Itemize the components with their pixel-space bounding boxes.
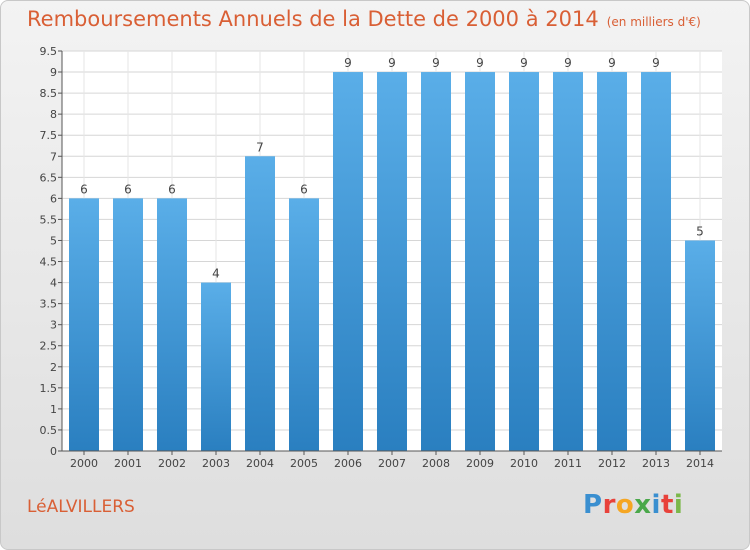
x-tick-label: 2008 — [422, 457, 450, 470]
commune-name: LéALVILLERS — [27, 497, 135, 517]
x-tick-label: 2002 — [158, 457, 186, 470]
proxiti-logo: Proxiti — [583, 490, 683, 520]
logo-letter: o — [615, 490, 635, 520]
bar-value-label: 9 — [476, 56, 484, 70]
bar-value-label: 6 — [300, 182, 308, 196]
bar-2002 — [157, 198, 187, 451]
bars: 6 6 6 4 7 6 9 9 9 9 9 9 9 9 5 — [69, 56, 715, 451]
bar-value-label: 5 — [696, 224, 704, 238]
bar-2013 — [641, 72, 671, 451]
y-tick-label: 7 — [50, 150, 57, 163]
x-tick-label: 2001 — [114, 457, 142, 470]
bar-value-label: 9 — [608, 56, 616, 70]
y-tick-label: 6 — [50, 192, 57, 205]
x-tick-label: 2004 — [246, 457, 274, 470]
bar-2014 — [685, 240, 715, 451]
x-tick-label: 2014 — [686, 457, 714, 470]
y-tick-label: 4 — [50, 277, 57, 290]
logo-letter: x — [634, 490, 652, 520]
logo-letter: i — [651, 490, 661, 520]
logo-letter: t — [660, 490, 674, 520]
y-tick-label: 1 — [50, 403, 57, 416]
bar-2006 — [333, 72, 363, 451]
x-tick-label: 2006 — [334, 457, 362, 470]
y-tick-label: 3.5 — [40, 298, 58, 311]
bar-2008 — [421, 72, 451, 451]
y-tick-label: 6.5 — [40, 171, 58, 184]
y-tick-label: 5.5 — [40, 213, 58, 226]
y-tick-label: 0 — [50, 445, 57, 458]
x-tick-label: 2007 — [378, 457, 406, 470]
x-tick-label: 2009 — [466, 457, 494, 470]
bar-2000 — [69, 198, 99, 451]
chart-title-text: Remboursements Annuels de la Dette de 20… — [27, 7, 599, 31]
bar-2011 — [553, 72, 583, 451]
logo-letter: i — [673, 490, 684, 520]
x-tick-label: 2005 — [290, 457, 318, 470]
y-tick-label: 9.5 — [40, 45, 58, 58]
y-tick-label: 9 — [50, 66, 57, 79]
y-tick-label: 8 — [50, 108, 57, 121]
bar-value-label: 9 — [388, 56, 396, 70]
x-tick-label: 2012 — [598, 457, 626, 470]
bar-2012 — [597, 72, 627, 451]
y-tick-label: 4.5 — [40, 256, 58, 269]
bar-value-label: 9 — [344, 56, 352, 70]
bar-2001 — [113, 198, 143, 451]
x-tick-label: 2013 — [642, 457, 670, 470]
bar-value-label: 7 — [256, 140, 264, 154]
bar-2010 — [509, 72, 539, 451]
y-tick-label: 7.5 — [40, 129, 58, 142]
y-tick-label: 8.5 — [40, 87, 58, 100]
chart-title: Remboursements Annuels de la Dette de 20… — [27, 7, 701, 31]
logo-letter: P — [583, 490, 603, 520]
y-tick-label: 5 — [50, 234, 57, 247]
bar-value-label: 4 — [212, 267, 220, 281]
y-tick-label: 1.5 — [40, 382, 58, 395]
x-tick-label: 2000 — [70, 457, 98, 470]
bar-value-label: 9 — [432, 56, 440, 70]
axes: 0 0.5 1 1.5 2 2.5 3 3.5 4 4.5 5 5.5 6 6.5 7 7.5 8 8.5 9 9.5… — [40, 45, 722, 470]
bar-2007 — [377, 72, 407, 451]
bar-2003 — [201, 282, 231, 451]
bar-value-label: 6 — [168, 182, 176, 196]
bar-value-label: 6 — [124, 182, 132, 196]
bar-value-label: 9 — [520, 56, 528, 70]
x-tick-label: 2010 — [510, 457, 538, 470]
bar-value-label: 6 — [80, 182, 88, 196]
x-tick-label: 2011 — [554, 457, 582, 470]
bar-value-label: 9 — [652, 56, 660, 70]
logo-letter: r — [602, 490, 616, 520]
bar-2004 — [245, 156, 275, 451]
chart-unit: (en milliers d'€) — [606, 15, 701, 29]
y-tick-label: 2.5 — [40, 340, 58, 353]
bar-value-label: 9 — [564, 56, 572, 70]
x-tick-label: 2003 — [202, 457, 230, 470]
bar-2005 — [289, 198, 319, 451]
bar-2009 — [465, 72, 495, 451]
y-tick-label: 0.5 — [40, 424, 58, 437]
y-tick-label: 3 — [50, 319, 57, 332]
y-tick-label: 2 — [50, 361, 57, 374]
